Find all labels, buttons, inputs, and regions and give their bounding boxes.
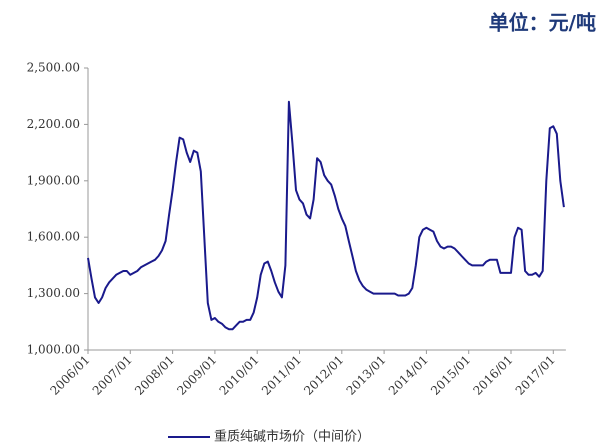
x-tick-label: 2009/01 <box>174 353 219 398</box>
x-tick-label: 2015/01 <box>428 353 473 398</box>
y-tick-label: 1,600.00 <box>27 230 80 244</box>
line <box>87 100 565 331</box>
legend-label: 重质纯碱市场价（中间价） <box>214 429 370 445</box>
x-tick-label: 2017/01 <box>513 353 558 398</box>
x-tick-label: 2007/01 <box>90 353 135 398</box>
x-tick-label: 2012/01 <box>301 353 346 398</box>
x-tick-label: 2011/01 <box>259 353 304 398</box>
x-tick-label: 2008/01 <box>132 353 177 398</box>
x-tick-label: 2016/01 <box>470 353 515 398</box>
x-tick-label: 2010/01 <box>217 353 262 398</box>
y-tick-label: 1,900.00 <box>27 173 80 187</box>
y-tick-label: 2,200.00 <box>27 117 80 131</box>
unit-annotation: 单位：元/吨 <box>489 11 596 35</box>
y-tick-label: 2,500.00 <box>27 61 80 75</box>
y-tick-label: 1,000.00 <box>27 343 80 357</box>
y-tick-label: 1,300.00 <box>27 286 80 300</box>
x-tick-label: 2006/01 <box>47 353 92 398</box>
x-tick-label: 2013/01 <box>344 353 389 398</box>
x-tick-label: 2014/01 <box>386 353 431 398</box>
